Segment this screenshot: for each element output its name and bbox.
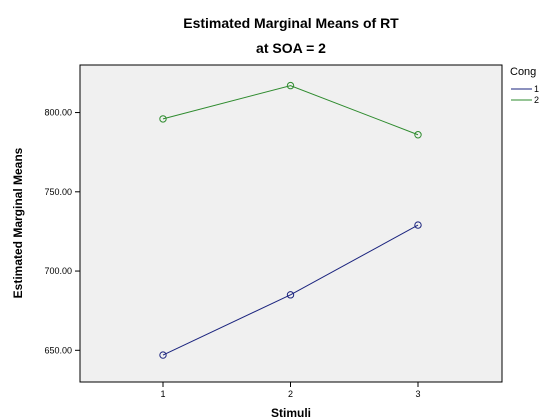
legend-label: 1 (534, 84, 539, 94)
legend: Cong 12 (510, 66, 539, 105)
legend-label: 2 (534, 95, 539, 105)
data-point (159, 115, 167, 123)
plot-area (79, 64, 503, 383)
legend-title: Cong (510, 66, 536, 78)
data-point (286, 81, 295, 90)
chart-title: Estimated Marginal Means of RT (183, 15, 399, 31)
y-tick-label: 700.00 (44, 266, 72, 276)
data-point (414, 131, 422, 139)
y-tick-label: 800.00 (44, 108, 72, 118)
x-tick-label: 3 (415, 389, 420, 399)
series-line-1 (162, 224, 419, 356)
y-axis-label: Estimated Marginal Means (11, 147, 25, 298)
series-line-2 (162, 85, 419, 136)
data-point (414, 221, 422, 229)
data-point (286, 291, 295, 299)
y-tick-label: 650.00 (44, 345, 72, 355)
y-axis: 650.00 700.00 750.00 800.00 (44, 108, 80, 355)
x-tick-label: 2 (288, 389, 293, 399)
x-axis-label: Stimuli (271, 406, 311, 419)
y-tick-label: 750.00 (44, 187, 72, 197)
data-point (159, 351, 167, 359)
chart-subtitle: at SOA = 2 (256, 40, 326, 56)
legend-items: 12 (511, 84, 539, 105)
x-tick-label: 1 (160, 389, 165, 399)
x-axis: 1 2 3 (160, 382, 421, 399)
series-layer (159, 81, 422, 359)
